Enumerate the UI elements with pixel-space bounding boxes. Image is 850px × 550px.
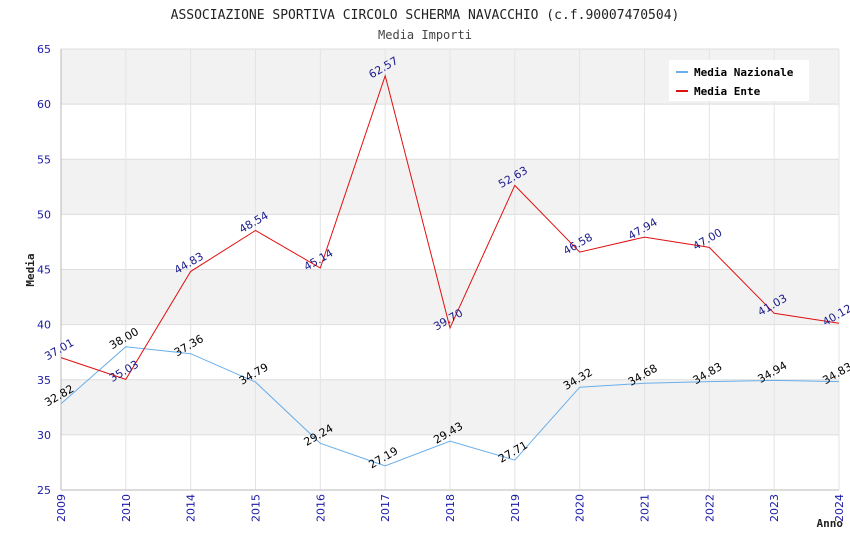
y-tick-label: 55	[37, 153, 51, 166]
legend-label: Media Nazionale	[694, 66, 794, 79]
y-tick-label: 40	[37, 319, 51, 332]
x-tick-label: 2019	[509, 494, 522, 522]
y-tick-label: 35	[37, 374, 51, 387]
x-tick-label: 2015	[250, 494, 263, 522]
axes	[60, 49, 839, 491]
x-tick-label: 2018	[444, 494, 457, 522]
x-tick-label: 2020	[574, 494, 587, 522]
legend-label: Media Ente	[694, 85, 761, 98]
chart-title: ASSOCIAZIONE SPORTIVA CIRCOLO SCHERMA NA…	[171, 8, 680, 23]
series-lines	[60, 74, 840, 467]
chart-subtitle: Media Importi	[378, 28, 472, 42]
legend-box	[669, 60, 809, 101]
x-tick-label: 2009	[55, 494, 68, 522]
x-tick-labels: 2009 2010 2014 2015 2016 2017 2018 2019 2020 2021…	[55, 494, 846, 522]
y-tick-label: 60	[37, 98, 51, 111]
x-tick-label: 2017	[379, 494, 392, 522]
x-tick-label: 2021	[639, 494, 652, 522]
series-line	[60, 346, 840, 467]
y-tick-label: 65	[37, 43, 51, 56]
x-tick-label: 2022	[703, 494, 716, 522]
x-tick-label: 2010	[120, 494, 133, 522]
x-tick-label: 2016	[314, 494, 327, 522]
x-tick-label: 2023	[768, 494, 781, 522]
y-tick-label: 50	[37, 208, 51, 221]
y-tick-label: 30	[37, 429, 51, 442]
y-tick-label: 45	[37, 264, 51, 277]
legend: Media Nazionale Media Ente	[669, 60, 809, 101]
series-line	[60, 74, 840, 381]
x-axis-label: Anno	[817, 517, 844, 530]
x-tick-label: 2014	[185, 494, 198, 522]
y-tick-labels: 25 30 35 40 45 50 55 60 65	[37, 43, 51, 497]
y-axis-label: Media	[24, 253, 37, 286]
y-tick-label: 25	[37, 484, 51, 497]
x-tick-label: 2024	[833, 494, 846, 522]
